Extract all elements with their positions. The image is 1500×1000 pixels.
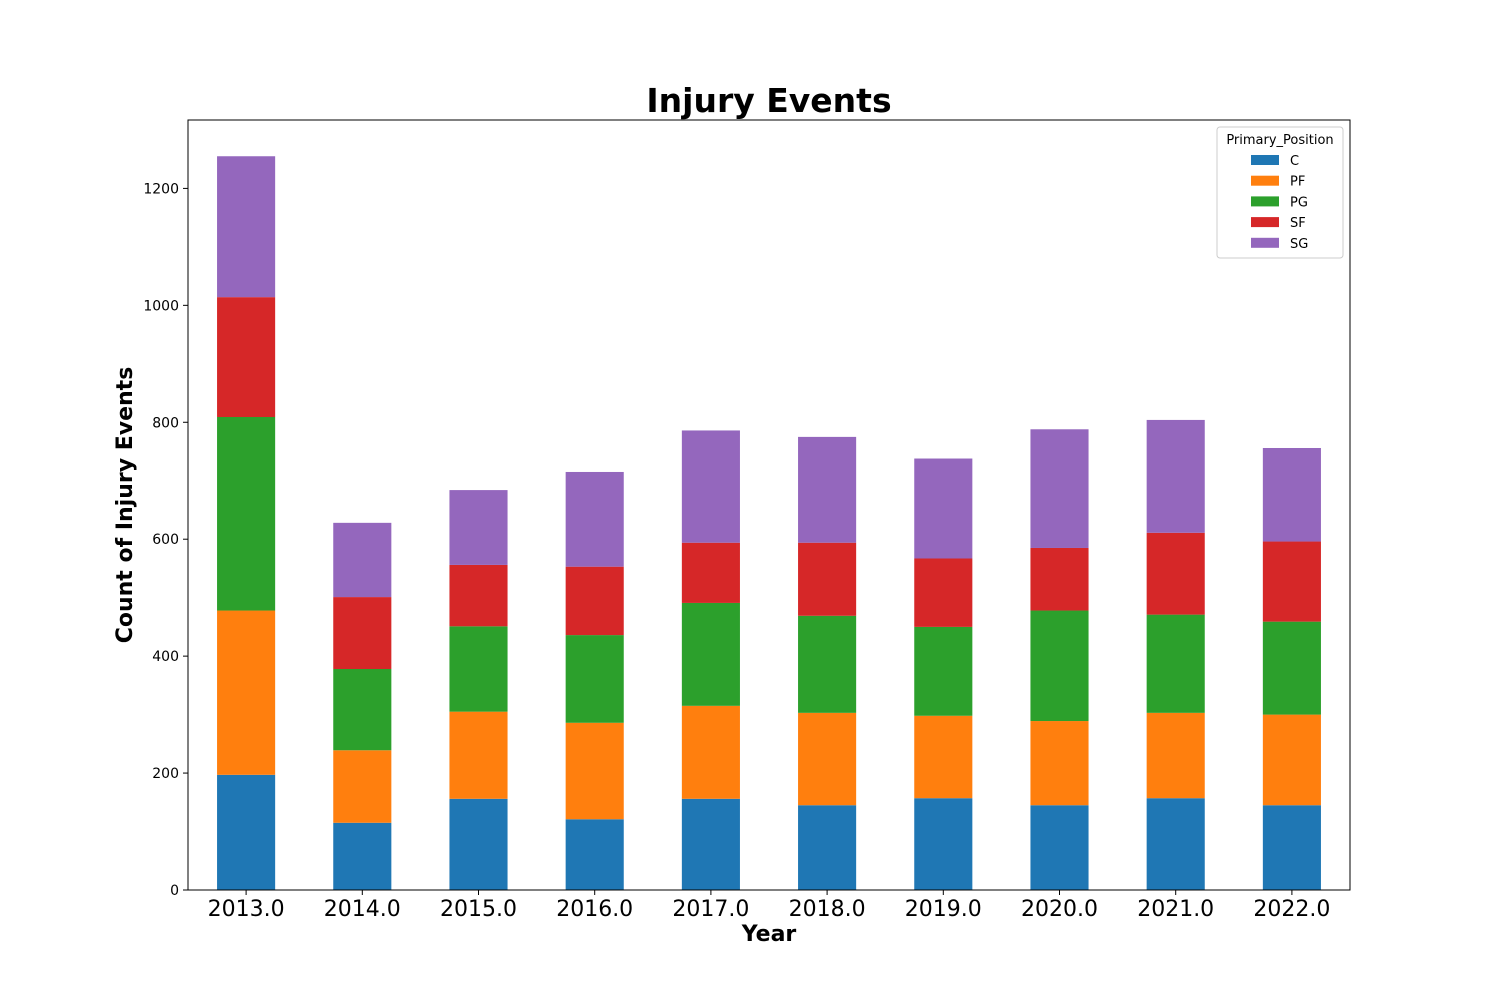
bar-sg-2021.0 [1146, 419, 1205, 533]
bar-pf-2022.0 [1262, 714, 1321, 806]
x-tick-label: 2016.0 [556, 897, 633, 922]
y-tick-label: 800 [152, 415, 179, 431]
bar-pg-2019.0 [914, 626, 973, 716]
y-tick-label: 1200 [143, 181, 179, 197]
x-tick-label: 2022.0 [1253, 897, 1330, 922]
legend-swatch-c [1251, 155, 1279, 165]
bar-pg-2022.0 [1262, 621, 1321, 715]
bar-sg-2015.0 [449, 490, 508, 565]
bar-c-2021.0 [1146, 798, 1205, 890]
x-tick-label: 2015.0 [440, 897, 517, 922]
bar-c-2014.0 [333, 822, 392, 890]
bar-sf-2022.0 [1262, 541, 1321, 622]
bar-sf-2018.0 [798, 542, 857, 616]
bar-sf-2015.0 [449, 564, 508, 627]
y-tick-label: 1000 [143, 298, 179, 314]
bar-sg-2016.0 [565, 471, 624, 567]
bar-pg-2014.0 [333, 668, 392, 751]
bar-sf-2014.0 [333, 597, 392, 669]
legend-swatch-sg [1251, 237, 1279, 248]
y-tick-label: 0 [170, 883, 179, 899]
bar-c-2013.0 [217, 774, 276, 890]
bar-sg-2020.0 [1030, 429, 1089, 548]
legend-swatch-pf [1251, 175, 1279, 186]
y-axis: 0 200 400 600 800 1000 1200 [143, 181, 188, 899]
legend-swatch-pg [1251, 196, 1279, 207]
y-tick-label: 400 [152, 649, 179, 665]
bar-sf-2021.0 [1146, 532, 1205, 615]
bar-pf-2015.0 [449, 711, 508, 799]
x-tick-label: 2019.0 [905, 897, 982, 922]
y-axis-label: Count of Injury Events [113, 367, 138, 644]
legend: Primary_Position C PF PG SF SG [1216, 126, 1344, 259]
bar-pf-2018.0 [798, 712, 857, 806]
x-axis-label: Year [741, 922, 797, 947]
plot-frame [187, 119, 1351, 891]
bar-pg-2018.0 [798, 615, 857, 713]
bar-pg-2021.0 [1146, 614, 1205, 713]
x-tick-label: 2020.0 [1021, 897, 1098, 922]
legend-box [1216, 126, 1344, 259]
bar-sf-2017.0 [681, 542, 740, 603]
legend-label-pg: PG [1290, 195, 1308, 210]
bar-c-2016.0 [565, 819, 624, 890]
bar-sg-2022.0 [1262, 447, 1321, 542]
x-tick-label: 2021.0 [1137, 897, 1214, 922]
bar-pg-2017.0 [681, 602, 740, 706]
bar-sg-2014.0 [333, 522, 392, 598]
x-tick-label: 2013.0 [208, 897, 285, 922]
x-axis: 2013.0 2014.0 2015.0 2016.0 2017.0 2018.0 2019… [208, 890, 1330, 922]
bar-sf-2019.0 [914, 558, 973, 627]
legend-swatch-sf [1251, 217, 1279, 228]
bar-pg-2015.0 [449, 626, 508, 712]
bar-sg-2017.0 [681, 430, 740, 543]
bar-pf-2014.0 [333, 750, 392, 823]
x-tick-label: 2018.0 [789, 897, 866, 922]
bar-c-2019.0 [914, 798, 973, 890]
legend-label-c: C [1290, 154, 1299, 169]
legend-label-pf: PF [1290, 175, 1305, 190]
bar-c-2020.0 [1030, 805, 1089, 890]
bar-pg-2020.0 [1030, 610, 1089, 722]
bar-c-2022.0 [1262, 805, 1321, 890]
legend-label-sf: SF [1290, 216, 1306, 231]
bar-pg-2013.0 [217, 417, 276, 611]
bar-pf-2020.0 [1030, 721, 1089, 806]
y-tick-label: 600 [152, 532, 179, 548]
bar-sf-2016.0 [565, 566, 624, 636]
x-tick-label: 2017.0 [672, 897, 749, 922]
bars-group [217, 156, 1321, 890]
bar-pf-2021.0 [1146, 712, 1205, 799]
bar-pf-2017.0 [681, 705, 740, 799]
chart-title: Injury Events [646, 81, 891, 120]
bar-pf-2013.0 [217, 610, 276, 775]
bar-sg-2013.0 [217, 156, 276, 298]
bar-pf-2016.0 [565, 722, 624, 820]
bar-sf-2020.0 [1030, 547, 1089, 611]
bar-c-2018.0 [798, 805, 857, 890]
x-tick-label: 2014.0 [324, 897, 401, 922]
bar-pf-2019.0 [914, 715, 973, 799]
y-tick-label: 200 [152, 766, 179, 782]
bar-sf-2013.0 [217, 297, 276, 418]
legend-label-sg: SG [1290, 237, 1308, 252]
bar-c-2015.0 [449, 798, 508, 890]
bar-pg-2016.0 [565, 635, 624, 723]
legend-title: Primary_Position [1226, 133, 1333, 148]
bar-sg-2018.0 [798, 436, 857, 543]
bar-sg-2019.0 [914, 458, 973, 559]
bar-c-2017.0 [681, 798, 740, 890]
